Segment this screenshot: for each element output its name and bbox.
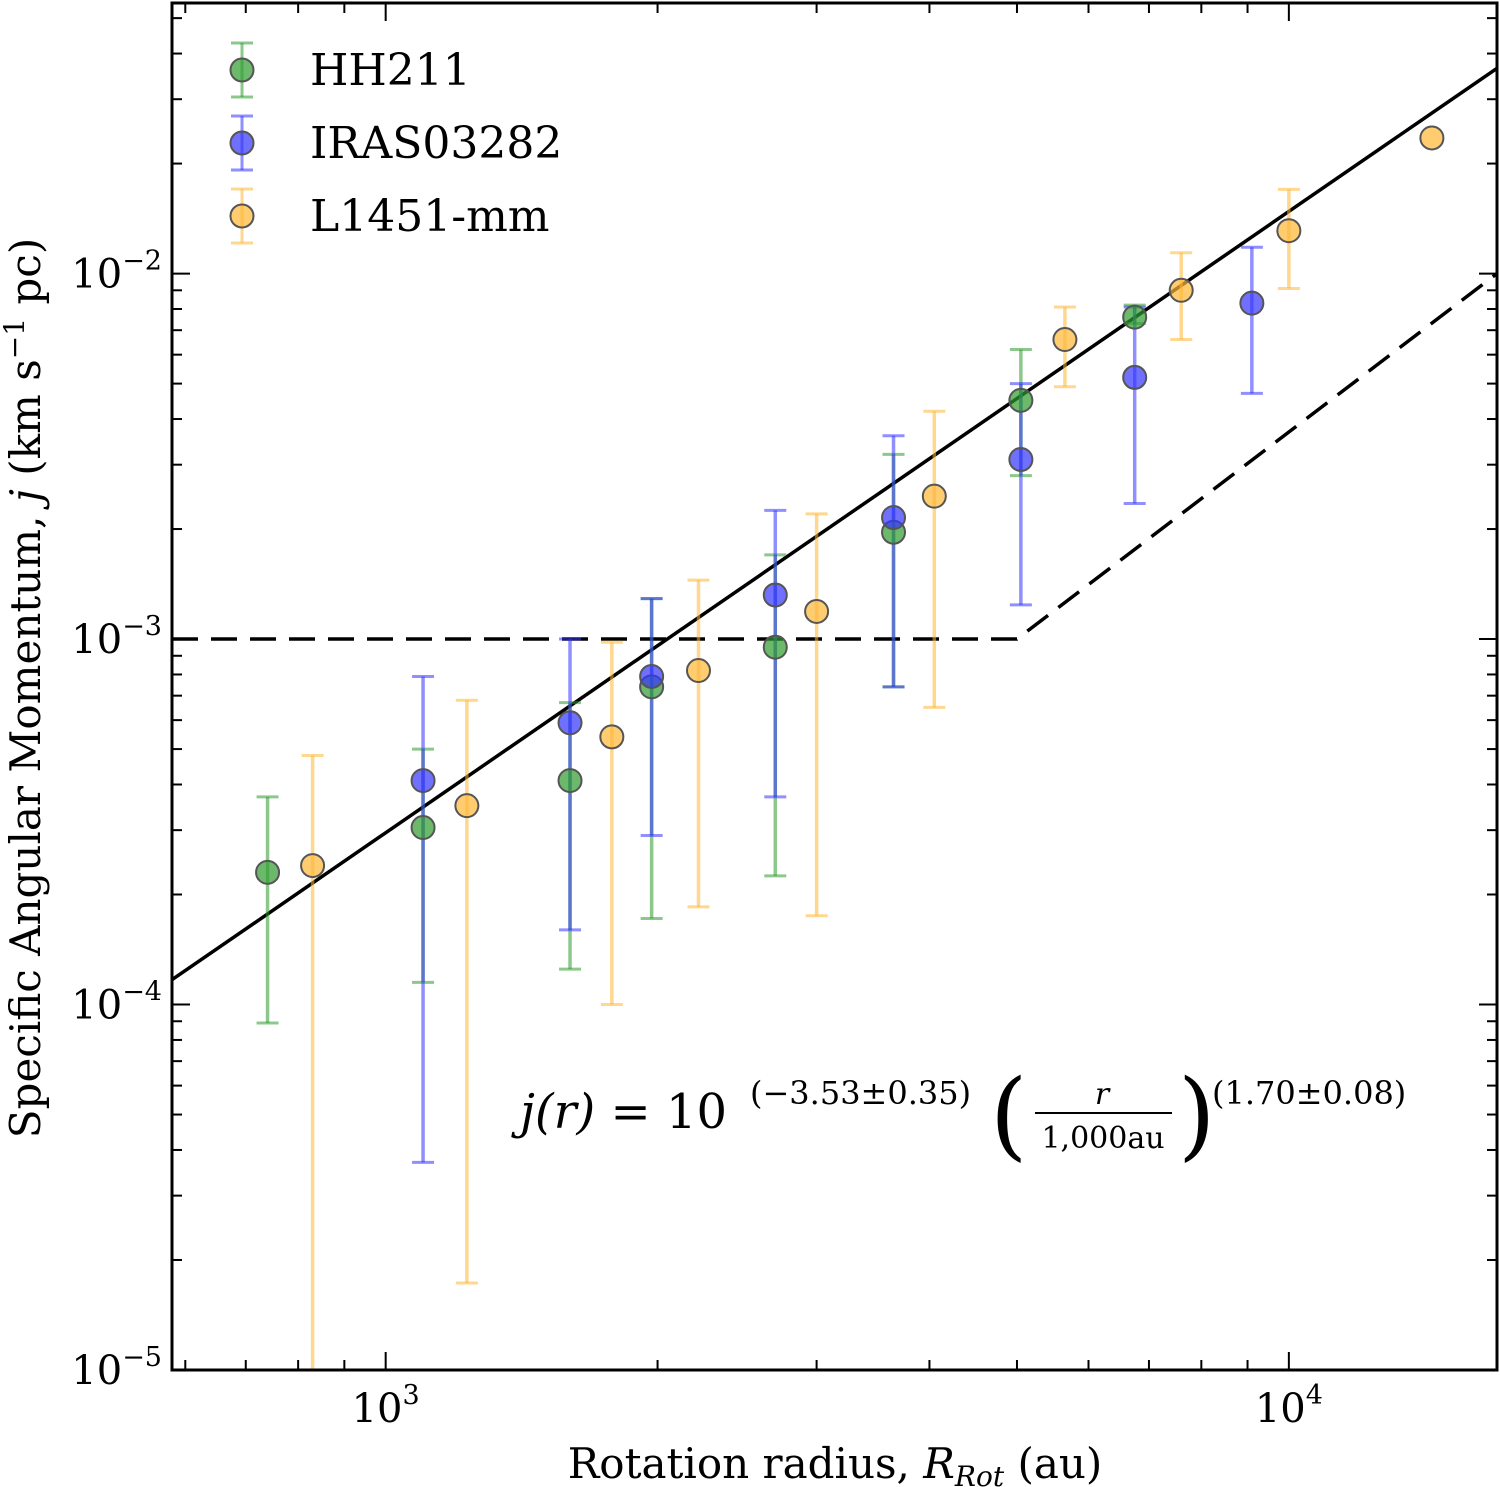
y-axis-label: Specific Angular Momentum, j (km s−1 pc) [0, 238, 50, 1138]
x-axis-label: Rotation radius, RRot (au) [568, 1439, 1103, 1487]
data-point [557, 768, 583, 794]
data-points [255, 125, 1445, 885]
svg-text:j(r) = 10: j(r) = 10 [511, 1084, 727, 1140]
fit-equation: j(r) = 10 (−3.53±0.35) ( r 1,000au ) (1.… [511, 1059, 1406, 1171]
data-point [410, 815, 436, 841]
data-point [685, 658, 711, 684]
data-point [1168, 277, 1194, 303]
data-point [454, 793, 480, 819]
paren-left: ( [990, 1059, 1027, 1171]
data-point [410, 768, 436, 794]
data-point [557, 710, 583, 736]
legend-marker [229, 203, 255, 229]
data-point [1122, 364, 1148, 390]
legend-marker [229, 57, 255, 83]
legend-marker [229, 130, 255, 156]
x-tick-label: 104 [1255, 1380, 1323, 1432]
data-point [599, 724, 625, 750]
y-tick-label: 10−3 [71, 611, 162, 663]
svg-text:(1.70±0.08): (1.70±0.08) [1212, 1074, 1406, 1112]
data-point [804, 598, 830, 624]
data-point [1239, 290, 1265, 316]
svg-text:1,000au: 1,000au [1041, 1121, 1164, 1156]
legend-label: IRAS03282 [310, 118, 562, 169]
y-tick-label: 10−2 [71, 246, 162, 298]
data-point [1419, 125, 1445, 151]
legend: HH211 IRAS03282 L1451-mm [229, 41, 562, 245]
data-point [1276, 218, 1302, 244]
data-point [639, 663, 665, 689]
data-point [1122, 304, 1148, 330]
y-tick-label: 10−5 [71, 1342, 162, 1394]
data-point [921, 483, 947, 509]
data-point [1008, 446, 1034, 472]
plot-frame [170, 1, 1499, 1372]
x-tick-label: 103 [352, 1380, 420, 1432]
data-point [881, 505, 907, 531]
data-point [762, 582, 788, 608]
dashed-line [172, 272, 1499, 641]
data-point [762, 634, 788, 660]
tick-labels: 103 104 10−5 10−4 10−3 10−2 [71, 246, 1323, 1432]
data-point [1052, 327, 1078, 353]
legend-label: HH211 [310, 45, 471, 96]
fit-line [171, 66, 1498, 982]
data-point [255, 859, 281, 885]
svg-text:(−3.53±0.35): (−3.53±0.35) [750, 1074, 971, 1112]
paren-right: ) [1178, 1059, 1215, 1171]
y-tick-label: 10−4 [71, 977, 162, 1029]
legend-label: L1451-mm [310, 191, 550, 242]
data-point [1008, 387, 1034, 413]
axis-ticks [172, 3, 1497, 1371]
data-point [300, 853, 326, 879]
fit-lines [171, 66, 1499, 982]
svg-text:r: r [1095, 1077, 1111, 1112]
